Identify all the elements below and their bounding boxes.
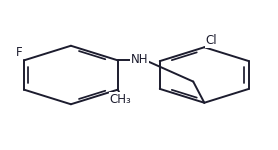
Text: F: F xyxy=(16,46,22,59)
Text: NH: NH xyxy=(130,53,148,66)
Text: Cl: Cl xyxy=(205,34,217,47)
Text: CH₃: CH₃ xyxy=(110,93,131,106)
